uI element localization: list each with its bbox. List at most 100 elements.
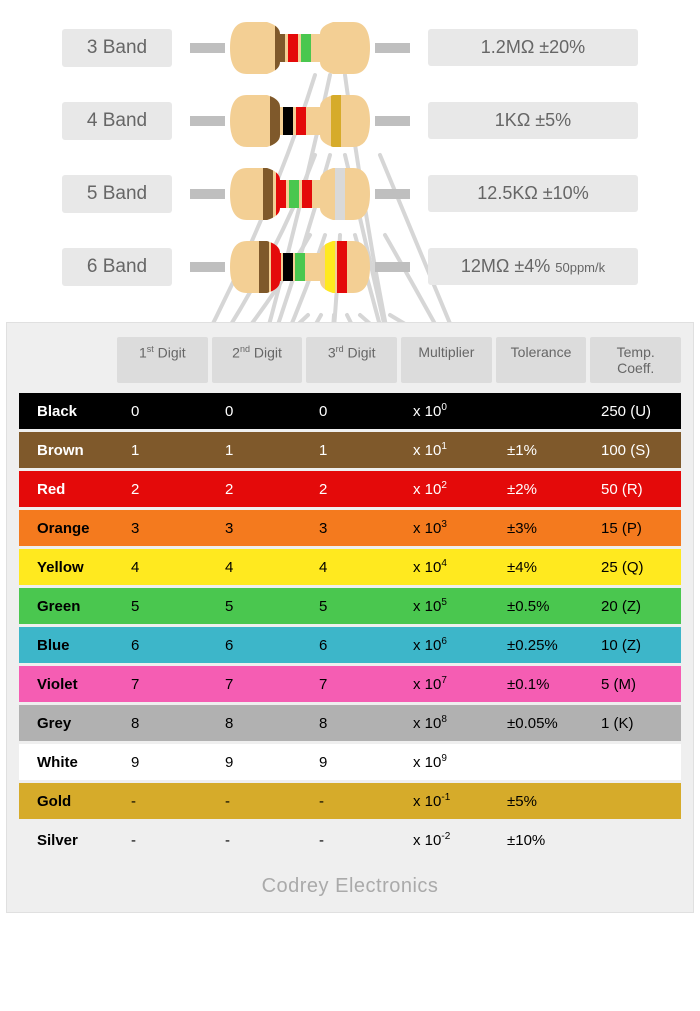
digit1: 2 — [117, 472, 211, 507]
digit3: 5 — [305, 589, 399, 624]
temp-coeff: 250 (U) — [587, 394, 681, 429]
digit3: 1 — [305, 433, 399, 468]
multiplier: x 104 — [399, 549, 493, 585]
tolerance: ±2% — [493, 472, 587, 507]
digit1: 0 — [117, 394, 211, 429]
resistor-example-row: 3 Band 1.2MΩ ±20% — [0, 20, 700, 75]
digit3: 0 — [305, 394, 399, 429]
multiplier: x 103 — [399, 510, 493, 546]
digit2: 7 — [211, 667, 305, 702]
multiplier: x 100 — [399, 393, 493, 429]
lead-left — [190, 262, 225, 272]
lead-right — [375, 43, 410, 53]
digit1: 5 — [117, 589, 211, 624]
color-name: Grey — [19, 706, 117, 741]
color-name: White — [19, 745, 117, 780]
lead-right — [375, 262, 410, 272]
band-count-label: 3 Band — [62, 29, 172, 67]
resistor-example-row: 6 Band 12MΩ ±4% 50ppm/k — [0, 239, 700, 294]
multiplier: x 107 — [399, 666, 493, 702]
digit1: - — [117, 784, 211, 819]
color-name: Yellow — [19, 550, 117, 585]
color-row: Violet 7 7 7 x 107 ±0.1% 5 (M) — [19, 666, 681, 702]
color-row: White 9 9 9 x 109 — [19, 744, 681, 780]
resistor-value-label: 1.2MΩ ±20% — [428, 29, 638, 66]
color-row: Yellow 4 4 4 x 104 ±4% 25 (Q) — [19, 549, 681, 585]
digit3: 6 — [305, 628, 399, 663]
tolerance: ±5% — [493, 784, 587, 819]
column-header: Temp. Coeff. — [590, 337, 681, 383]
digit3: 4 — [305, 550, 399, 585]
digit3: 9 — [305, 745, 399, 780]
resistor-graphic — [190, 239, 410, 294]
footer-credit: Codrey Electronics — [19, 861, 681, 904]
multiplier: x 10-1 — [399, 783, 493, 819]
resistor-graphic — [190, 20, 410, 75]
tolerance: ±1% — [493, 433, 587, 468]
digit2: 4 — [211, 550, 305, 585]
color-name: Red — [19, 472, 117, 507]
color-name: Orange — [19, 511, 117, 546]
temp-coeff: 15 (P) — [587, 511, 681, 546]
digit2: 3 — [211, 511, 305, 546]
digit1: 4 — [117, 550, 211, 585]
temp-coeff: 25 (Q) — [587, 550, 681, 585]
tolerance: ±4% — [493, 550, 587, 585]
multiplier: x 10-2 — [399, 822, 493, 858]
digit2: 1 — [211, 433, 305, 468]
tolerance — [493, 402, 587, 420]
temp-coeff: 50 (R) — [587, 472, 681, 507]
table-header-row: 1st Digit2nd Digit3rd DigitMultiplierTol… — [19, 337, 681, 383]
color-row: Orange 3 3 3 x 103 ±3% 15 (P) — [19, 510, 681, 546]
digit1: 1 — [117, 433, 211, 468]
digit1: 9 — [117, 745, 211, 780]
column-header: 2nd Digit — [212, 337, 303, 383]
color-name: Black — [19, 394, 117, 429]
color-name: Blue — [19, 628, 117, 663]
resistor-example-row: 5 Band 12.5KΩ ±10% — [0, 166, 700, 221]
tolerance: ±0.5% — [493, 589, 587, 624]
digit3: 8 — [305, 706, 399, 741]
digit2: 5 — [211, 589, 305, 624]
tolerance: ±3% — [493, 511, 587, 546]
column-header: 3rd Digit — [306, 337, 397, 383]
temp-coeff: 5 (M) — [587, 667, 681, 702]
lead-left — [190, 189, 225, 199]
color-code-table: 1st Digit2nd Digit3rd DigitMultiplierTol… — [6, 322, 694, 913]
tolerance: ±10% — [493, 823, 587, 858]
lead-left — [190, 43, 225, 53]
digit3: 2 — [305, 472, 399, 507]
resistor-graphic — [190, 93, 410, 148]
multiplier: x 101 — [399, 432, 493, 468]
digit2: 6 — [211, 628, 305, 663]
temp-coeff: 20 (Z) — [587, 589, 681, 624]
multiplier: x 102 — [399, 471, 493, 507]
lead-right — [375, 189, 410, 199]
color-name: Silver — [19, 823, 117, 858]
digit1: - — [117, 823, 211, 858]
band-count-label: 6 Band — [62, 248, 172, 286]
temp-coeff — [587, 831, 681, 849]
temp-coeff: 100 (S) — [587, 433, 681, 468]
tolerance — [493, 753, 587, 771]
resistor-value-label: 1KΩ ±5% — [428, 102, 638, 139]
temp-coeff — [587, 792, 681, 810]
tolerance: ±0.05% — [493, 706, 587, 741]
column-header: 1st Digit — [117, 337, 208, 383]
digit3: 7 — [305, 667, 399, 702]
digit3: - — [305, 784, 399, 819]
resistor-example-row: 4 Band 1KΩ ±5% — [0, 93, 700, 148]
lead-right — [375, 116, 410, 126]
color-name: Green — [19, 589, 117, 624]
resistor-value-label: 12.5KΩ ±10% — [428, 175, 638, 212]
digit2: 2 — [211, 472, 305, 507]
column-header: Multiplier — [401, 337, 492, 383]
color-row: Silver - - - x 10-2 ±10% — [19, 822, 681, 858]
lead-left — [190, 116, 225, 126]
band-count-label: 5 Band — [62, 175, 172, 213]
resistor-graphic — [190, 166, 410, 221]
multiplier: x 106 — [399, 627, 493, 663]
column-header: Tolerance — [496, 337, 587, 383]
color-row: Blue 6 6 6 x 106 ±0.25% 10 (Z) — [19, 627, 681, 663]
digit2: 0 — [211, 394, 305, 429]
